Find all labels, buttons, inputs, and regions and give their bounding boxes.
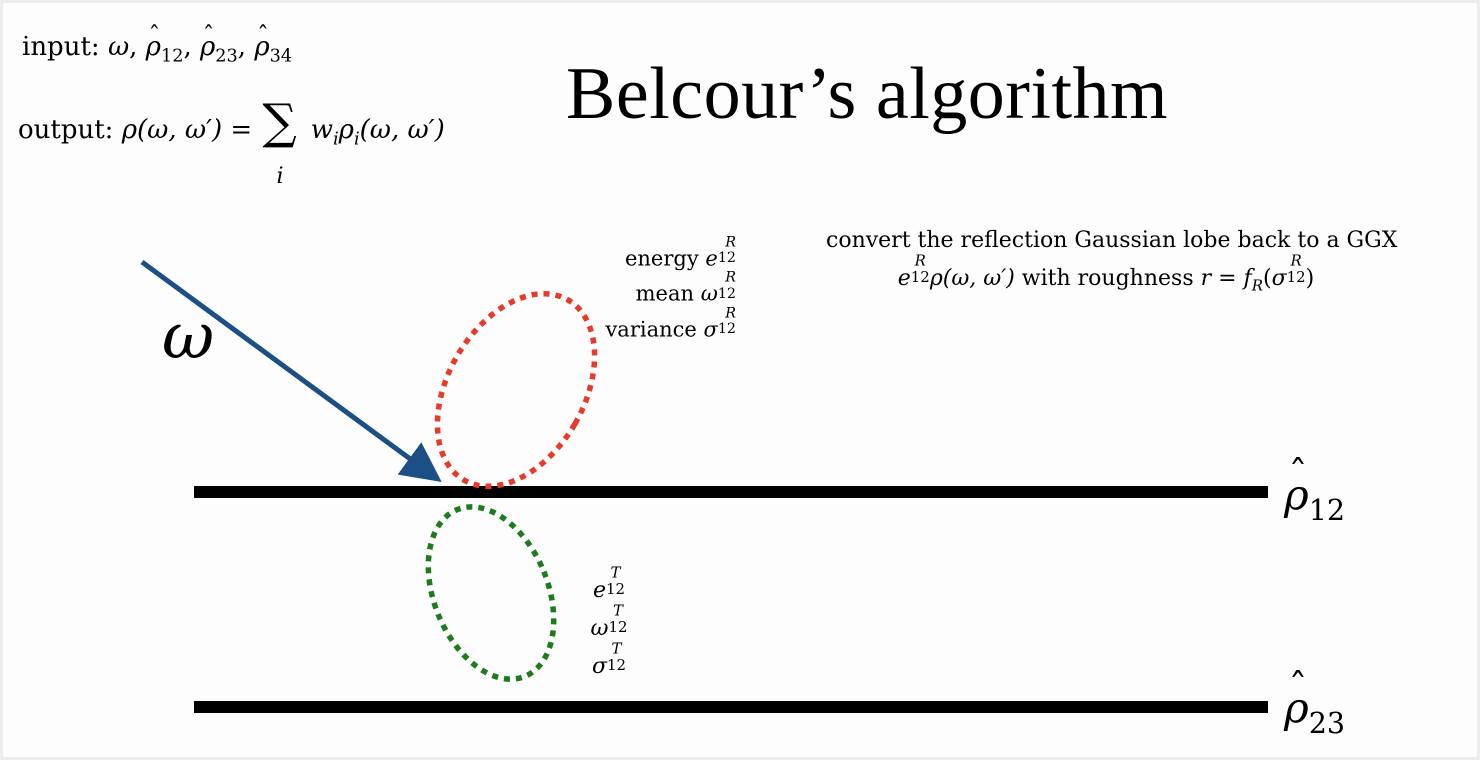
variance-sup: R <box>725 305 736 322</box>
t-mean-row: ω T 12 <box>586 603 632 646</box>
convert-line-2: e R 12 ρ(ω, ω′) with roughness r = fR(σ R 12) <box>897 251 1315 295</box>
variance-sub: 12 <box>717 320 736 337</box>
energy-symbol: e <box>705 246 718 271</box>
layer-label-23: ρ23 <box>1284 665 1346 740</box>
energy-sup: R <box>725 234 736 251</box>
t-energy-sub: 12 <box>606 579 626 598</box>
variance-symbol: σ <box>703 316 718 341</box>
incident-direction-arrow <box>140 259 442 483</box>
t-variance-sup: T <box>611 639 622 658</box>
output-rho: ρ <box>338 115 354 145</box>
convert-e-sup: R <box>914 251 926 270</box>
output-line: output: ρ(ω, ω′) = ∑ i wiρi(ω, ω′) <box>18 98 445 189</box>
slide-title: Belcour’s algorithm <box>566 53 1169 135</box>
output-lhs: ρ(ω, ω′) = <box>121 115 253 145</box>
convert-with-text: with roughness <box>1021 265 1194 291</box>
t-mean-symbol: ω <box>590 615 609 641</box>
t-mean-script: T 12 <box>608 603 628 638</box>
mean-symbol: ω <box>700 281 718 306</box>
input-rho-23: ρ <box>200 21 215 62</box>
input-rho-34-sub: 34 <box>269 46 293 67</box>
convert-f-sub: R <box>1251 276 1263 295</box>
t-mean-sup: T <box>612 601 623 620</box>
input-rho-34: ρ <box>254 21 269 62</box>
t-energy-symbol: e <box>592 577 606 603</box>
transmission-lobe-labels: e T 12 ω T 12 σ T 12 <box>586 565 632 684</box>
input-omega: ω <box>107 32 130 62</box>
t-energy-sup: T <box>610 563 621 582</box>
output-prefix: output: <box>18 115 114 145</box>
t-variance-row: σ T 12 <box>586 641 632 684</box>
mean-script: R 12 <box>717 271 736 304</box>
t-variance-script: T 12 <box>607 641 627 676</box>
reflection-lobe <box>434 290 598 490</box>
convert-e: e <box>897 265 911 291</box>
energy-script: R 12 <box>717 235 736 269</box>
summation: ∑ i <box>260 98 302 189</box>
convert-sigma-script: R 12 <box>1286 253 1306 288</box>
t-energy-row: e T 12 <box>586 565 632 608</box>
mean-row: mean ω R 12 <box>596 271 736 310</box>
variance-script: R 12 <box>717 306 736 340</box>
input-line: input: ω, ρ12, ρ23, ρ34 <box>22 21 293 67</box>
input-rho-12-sub: 12 <box>160 46 184 67</box>
convert-e-sub: 12 <box>910 267 930 286</box>
convert-r-eq: r = f <box>1200 265 1252 291</box>
sum-symbol: ∑ <box>262 94 297 150</box>
transmission-lobe <box>425 504 557 682</box>
output-args: (ω, ω′) <box>359 115 445 145</box>
energy-sub: 12 <box>717 250 736 267</box>
convert-note: convert the reflection Gaussian lobe bac… <box>826 224 1398 303</box>
layer-label-12: ρ12 <box>1284 452 1346 527</box>
convert-sigma-sup: R <box>1290 251 1302 270</box>
incident-omega-label: ω <box>162 300 215 374</box>
mean-sup: R <box>725 269 736 286</box>
energy-row: energy e R 12 <box>596 235 736 275</box>
layer-23-symbol: ρ <box>1284 665 1309 732</box>
mean-sub: 12 <box>717 285 736 302</box>
t-variance-symbol: σ <box>591 653 607 679</box>
convert-line-1: convert the reflection Gaussian lobe bac… <box>826 228 1398 253</box>
output-w: w <box>310 115 333 145</box>
output-rho-sub: i <box>353 129 360 150</box>
convert-sigma: σ <box>1271 265 1287 291</box>
mean-label: mean <box>635 281 695 306</box>
convert-rho-args: ρ(ω, ω′) <box>929 265 1015 291</box>
energy-label: energy <box>624 246 699 271</box>
layer-12-sub: 12 <box>1308 492 1346 527</box>
reflection-lobe-labels: energy e R 12 mean ω R 12 variance σ R 12 <box>596 235 736 346</box>
t-mean-sub: 12 <box>608 617 628 636</box>
t-variance-sub: 12 <box>607 655 627 674</box>
input-rho-23-sub: 23 <box>215 46 238 67</box>
convert-e-script: R 12 <box>910 253 930 288</box>
convert-sigma-sub: 12 <box>1286 267 1306 286</box>
input-prefix: input: <box>22 32 100 62</box>
layer-12-symbol: ρ <box>1284 452 1309 519</box>
variance-row: variance σ R 12 <box>596 306 736 346</box>
input-rho-12: ρ <box>146 21 161 62</box>
output-w-sub: i <box>332 129 339 150</box>
sum-index: i <box>276 164 284 189</box>
layer-23-sub: 23 <box>1308 705 1346 740</box>
variance-label: variance <box>605 316 697 341</box>
t-energy-script: T 12 <box>606 565 626 600</box>
